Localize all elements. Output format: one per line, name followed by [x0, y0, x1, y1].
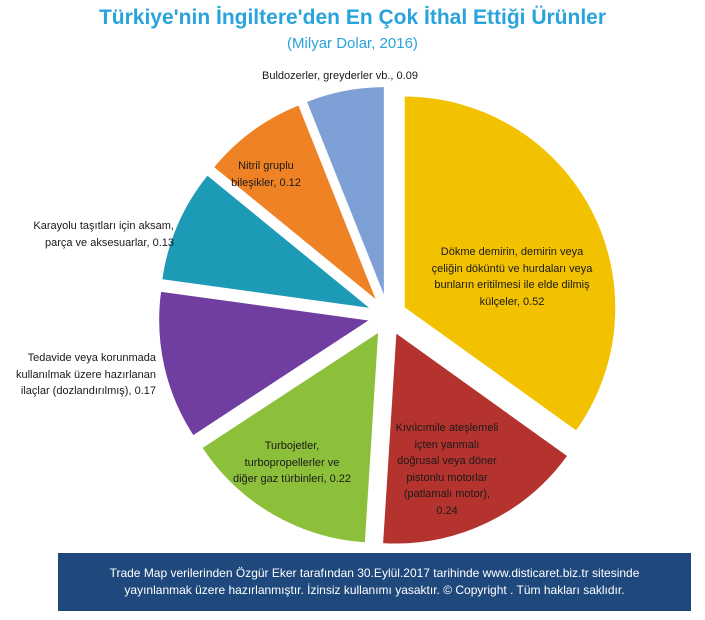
pie-slice-5 [212, 103, 380, 304]
footer-line-1: Trade Map verilerinden Özgür Eker tarafı… [109, 566, 640, 580]
slice-label-engines: Kıvılcımile ateşlemeli içten yanmalı doğ… [395, 422, 499, 517]
pie-slice-1 [381, 330, 570, 546]
pie-slice-4 [160, 173, 375, 310]
slice-label-iron-scrap: Dökme demirin, demirin veya çeliğin dökü… [431, 246, 593, 308]
slice-label-medicaments: Tedavide veya korunmada kullanılmak üzer… [15, 352, 156, 397]
pie-slice-0 [403, 95, 617, 433]
slice-label-vehicle-parts: Karayolu taşıtları için aksam, parça ve … [33, 220, 174, 249]
chart-title: Türkiye'nin İngiltere'den En Çok İthal E… [98, 6, 607, 29]
pie-slice-6 [305, 85, 386, 299]
pie-slice-2 [200, 330, 380, 544]
chart-subtitle: (Milyar Dolar, 2016) [287, 35, 418, 52]
footer-line-2: yayınlanmak üzere hazırlanmıştır. İzinsi… [124, 583, 625, 598]
pie-slice-3 [157, 290, 373, 438]
copyright-footer: Trade Map verilerinden Özgür Eker tarafı… [58, 553, 691, 611]
slice-label-bulldozers: Buldozerler, greyderler vb., 0.09 [262, 70, 418, 82]
slice-label-nitrile: Nitril gruplu bileşikler, 0.12 [231, 160, 301, 189]
slice-label-turbojets: Turbojetler, turbopropellerler ve diğer … [232, 440, 351, 485]
